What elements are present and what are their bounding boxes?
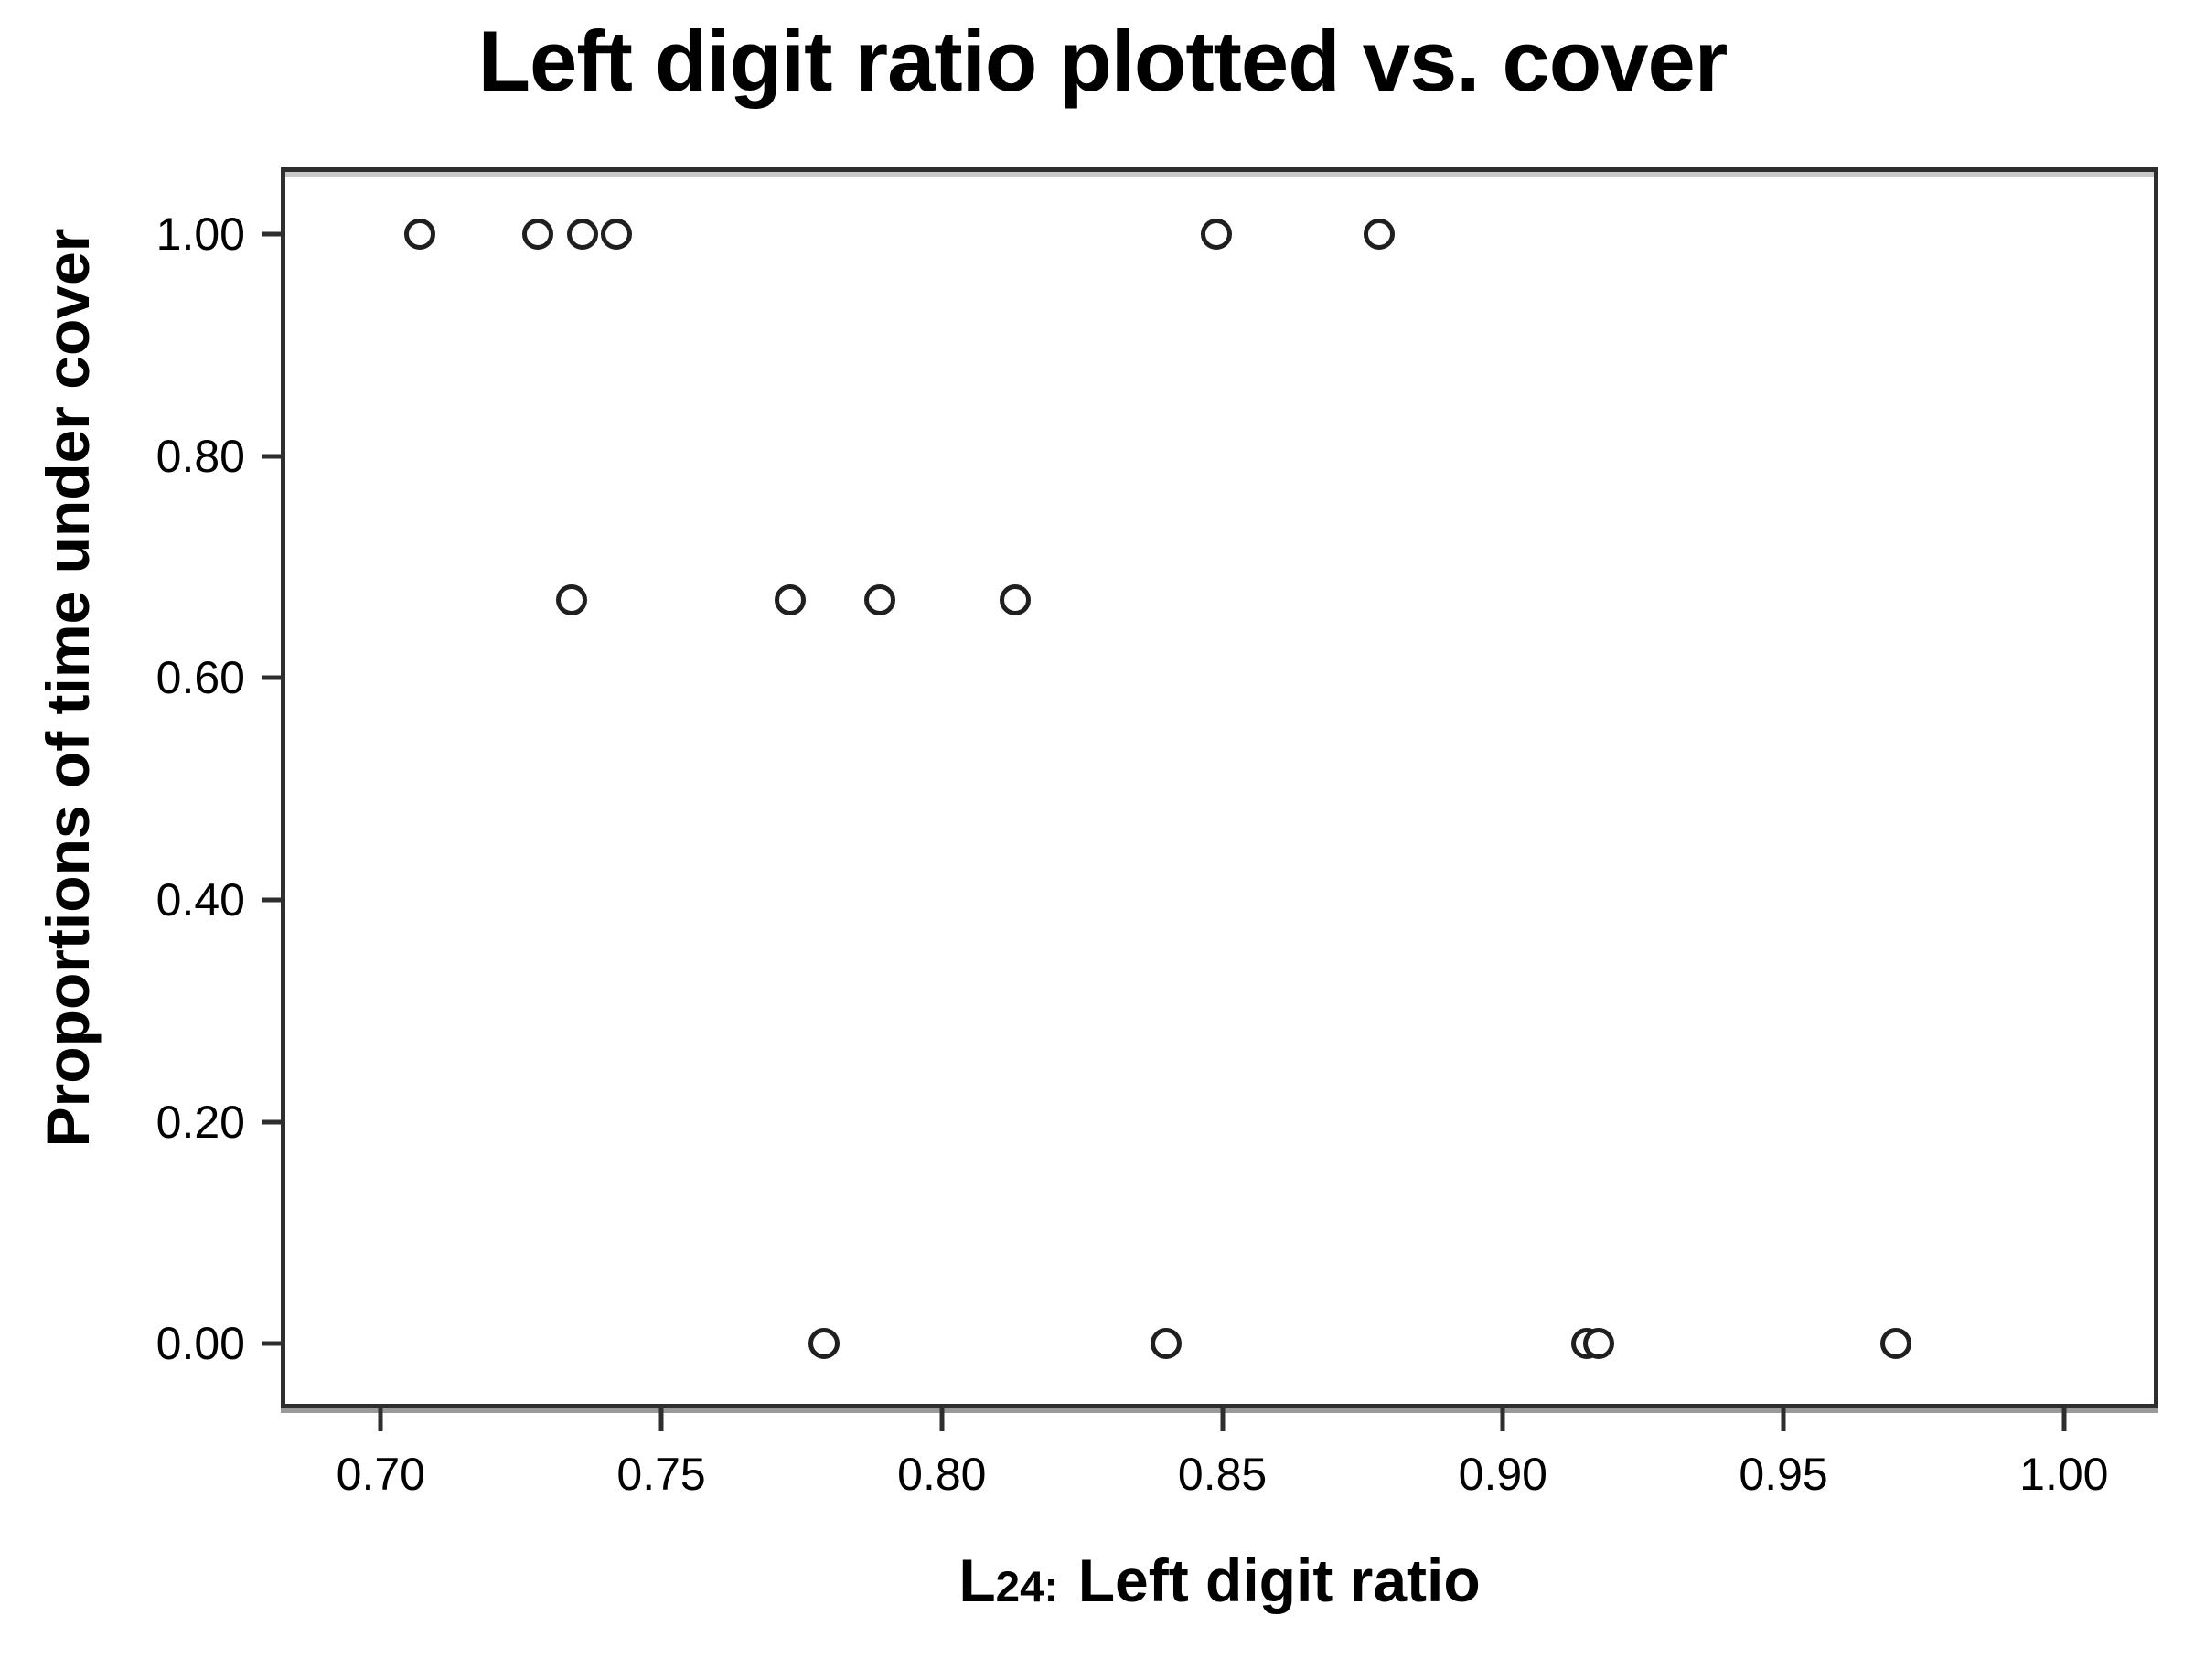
x-tick-label: 0.75 [616, 1449, 706, 1500]
y-tick-label: 0.80 [155, 430, 245, 482]
data-point [555, 584, 587, 616]
y-tick-label: 0.60 [155, 652, 245, 704]
x-tick [1500, 1404, 1505, 1431]
y-tick-label: 0.20 [155, 1096, 245, 1148]
y-tick [262, 897, 285, 903]
x-tick-label: 0.95 [1739, 1449, 1828, 1500]
x-tick [658, 1404, 664, 1431]
x-tick-label: 0.80 [897, 1449, 987, 1500]
x-tick-label: 1.00 [2019, 1449, 2109, 1500]
x-tick-label: 0.90 [1458, 1449, 1547, 1500]
y-tick [262, 231, 285, 237]
data-point [1151, 1328, 1183, 1360]
y-tick [262, 1119, 285, 1125]
data-point [522, 218, 554, 250]
x-axis-title-text: Left digit ratio [1077, 1546, 1481, 1614]
y-tick-label: 0.40 [155, 874, 245, 926]
data-point [567, 218, 599, 250]
x-tick-label: 0.85 [1177, 1449, 1268, 1500]
x-tick [378, 1404, 383, 1431]
y-tick-label: 1.00 [155, 208, 245, 260]
data-point [1879, 1328, 1911, 1360]
data-point [1582, 1328, 1614, 1360]
data-point [1364, 218, 1396, 250]
x-tick [1220, 1404, 1226, 1431]
x-tick-label: 0.70 [336, 1449, 425, 1500]
data-point [999, 584, 1031, 616]
y-tick [262, 454, 285, 459]
y-tick [262, 675, 285, 680]
x-axis-title-prefix: L [958, 1546, 996, 1614]
x-tick [1781, 1404, 1786, 1431]
data-point [864, 584, 896, 616]
x-tick [939, 1404, 945, 1431]
data-point [1201, 218, 1233, 250]
x-axis-title: L24: Left digit ratio [281, 1547, 2158, 1614]
chart-title: Left digit ratio plotted vs. cover [477, 13, 1729, 109]
data-point [808, 1328, 840, 1360]
data-point [600, 218, 632, 250]
y-axis-title: Proportions of time under cover [34, 228, 102, 1148]
y-tick-label: 0.00 [155, 1318, 245, 1370]
data-point [775, 584, 807, 616]
y-tick [262, 1341, 285, 1346]
plot-area: 0.70 0.75 0.80 0.85 0.90 0.95 1.00 0.00 0.20 0.40… [156, 167, 2158, 1497]
x-axis-title-separator: : [1044, 1563, 1059, 1611]
x-axis-title-subscript: 24 [995, 1563, 1044, 1611]
data-point [404, 218, 436, 250]
x-tick [2061, 1404, 2067, 1431]
